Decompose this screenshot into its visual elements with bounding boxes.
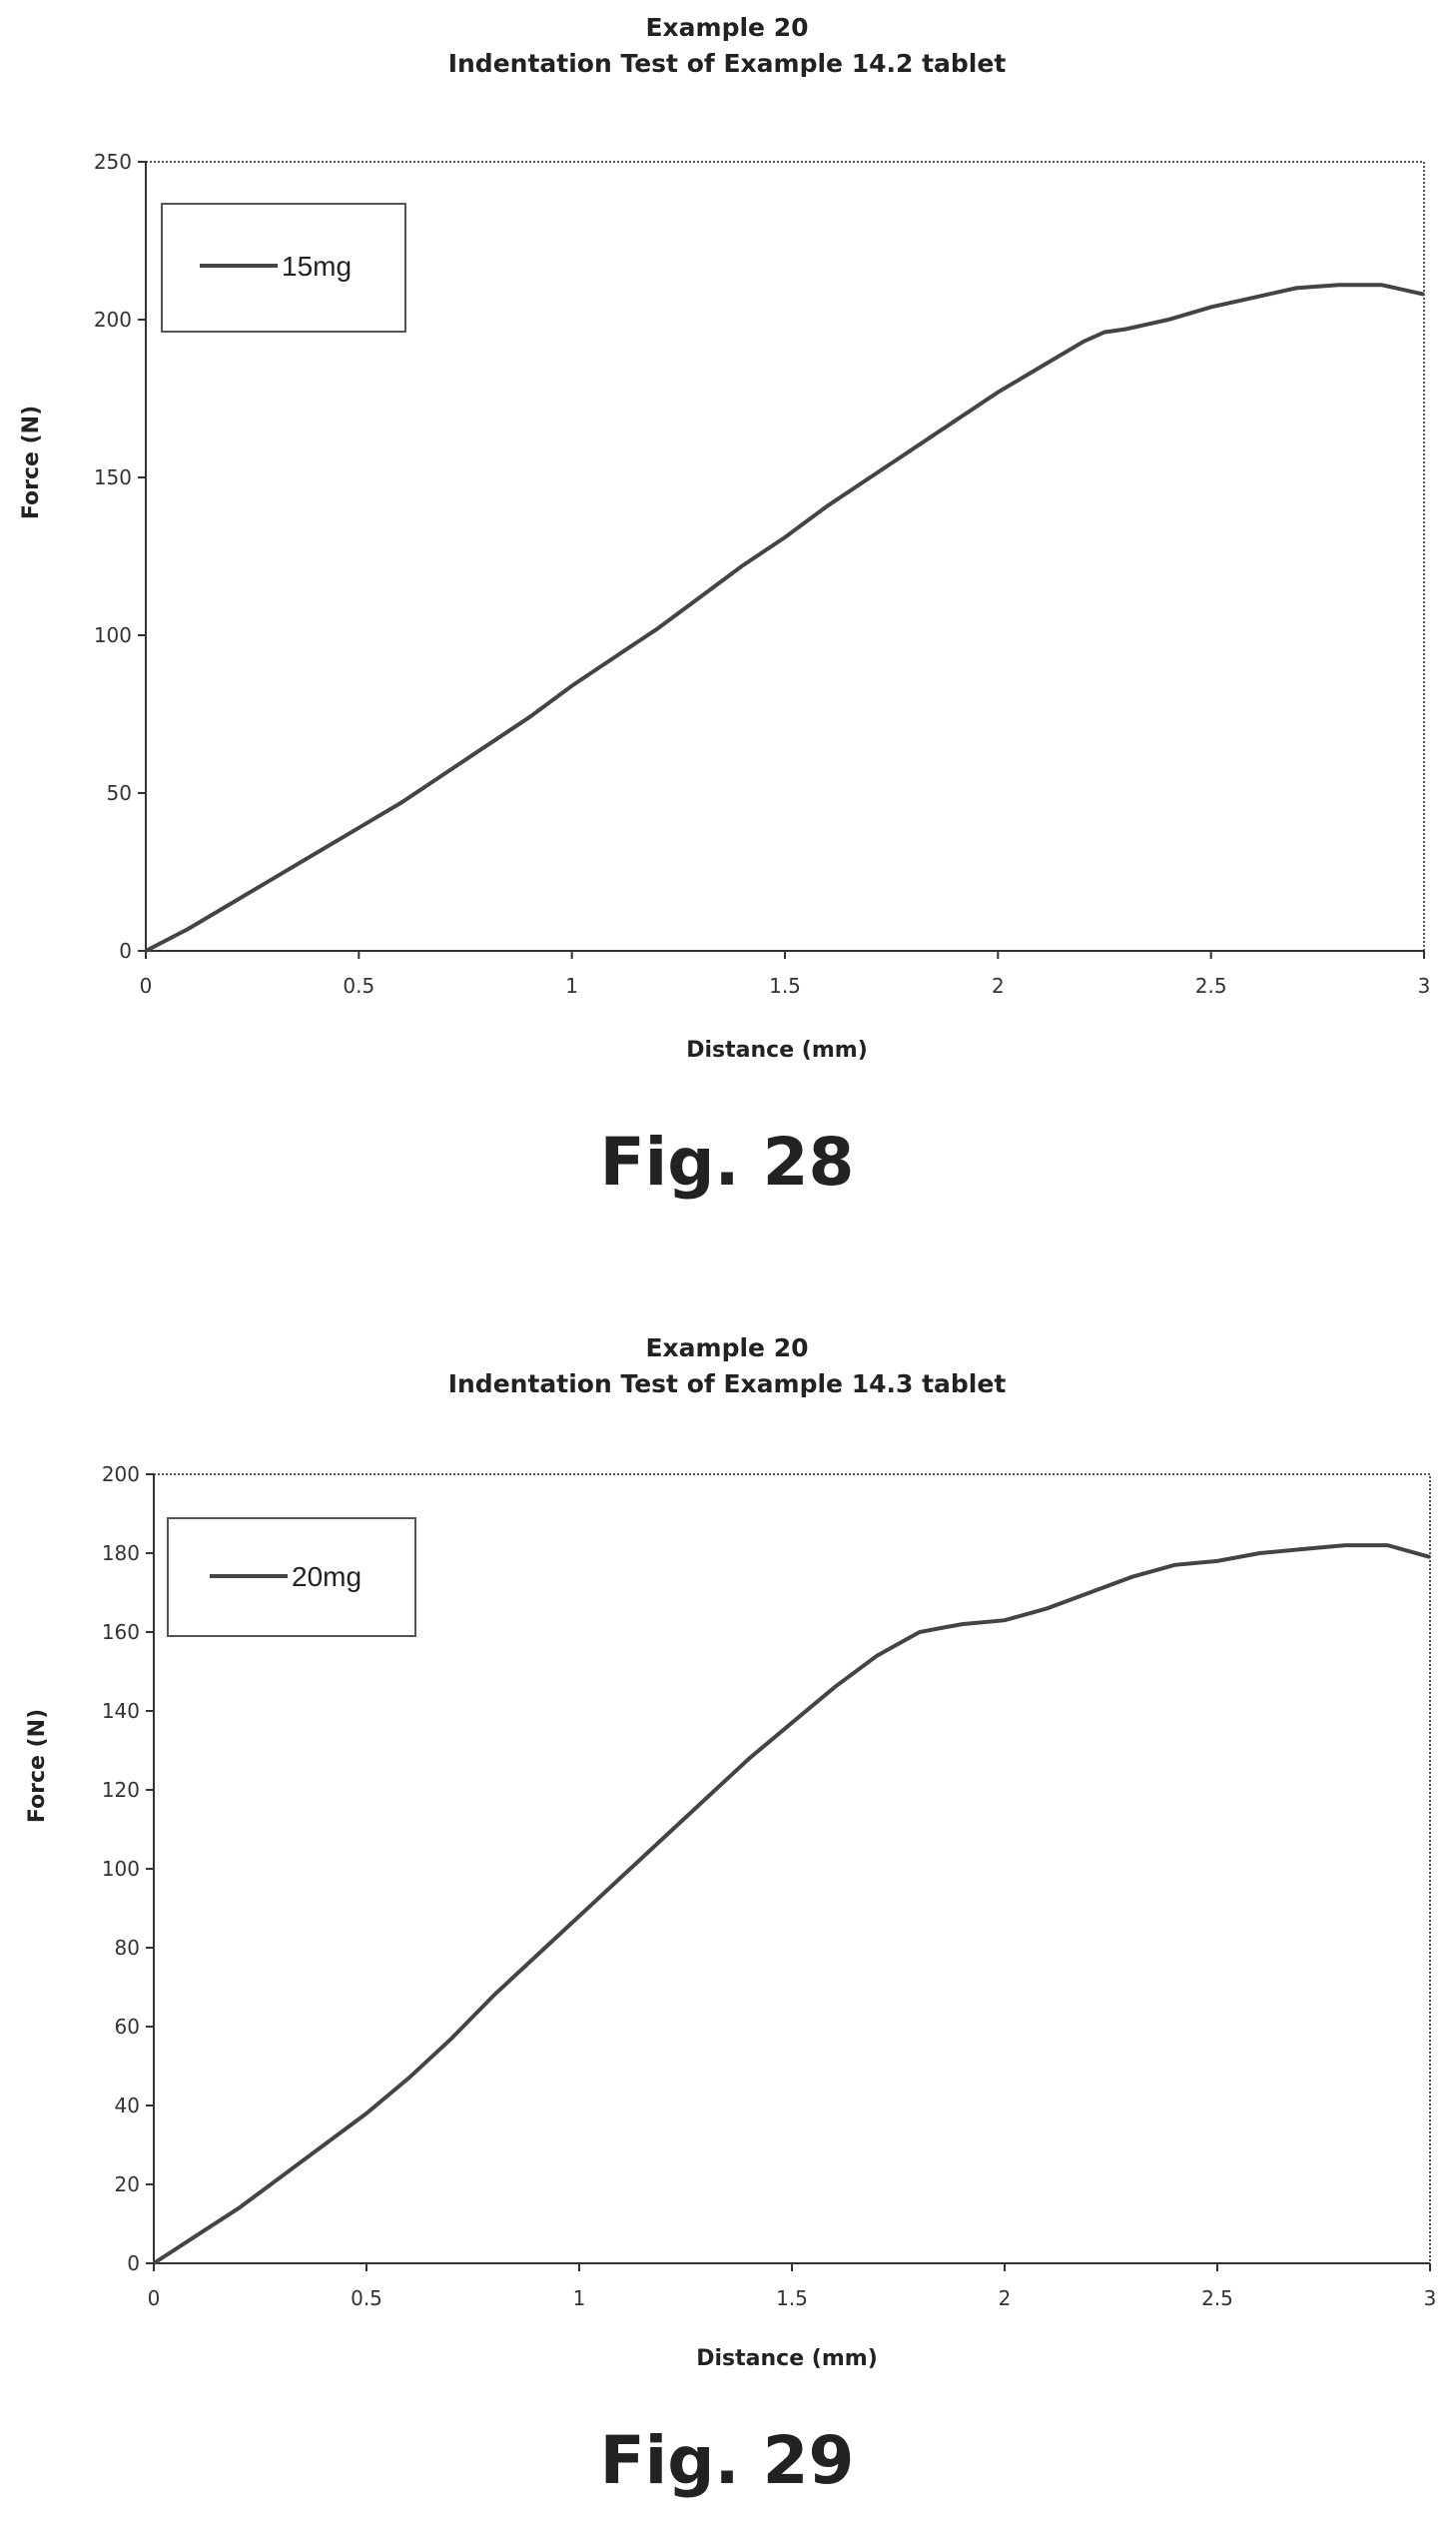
y-tick-label: 200 [102,1462,140,1486]
x-tick-label: 2.5 [1201,2286,1233,2310]
x-tick-label: 1 [565,974,578,998]
x-tick-label: 0 [148,2286,161,2310]
series-line-20mg [152,1543,1431,2265]
y-tick-label: 160 [102,1620,140,1644]
figure-label: Fig. 29 [600,2422,855,2499]
y-tick-label: 120 [102,1778,140,1802]
chart-title: Example 20 [645,1333,808,1362]
chart-subtitle: Indentation Test of Example 14.3 tablet [448,1369,1007,1398]
y-tick-label: 200 [94,308,132,332]
legend: 20mg [167,1517,416,1637]
chart-fig-28: Example 20 Indentation Test of Example 1… [19,13,1430,1201]
y-tick-label: 100 [94,623,132,647]
figure-label: Fig. 28 [600,1124,855,1201]
chart-subtitle: Indentation Test of Example 14.2 tablet [448,49,1007,78]
chart-fig-29: Example 20 Indentation Test of Example 1… [25,1333,1436,2499]
x-tick-label: 1.5 [776,2286,808,2310]
x-axis-label: Distance (mm) [686,1038,868,1063]
y-tick-label: 50 [107,781,132,805]
x-tick-label: 0 [140,974,153,998]
y-tick-label: 60 [115,2015,140,2039]
x-tick-label: 0.5 [351,2286,382,2310]
legend: 15mg [161,203,406,333]
y-tick-label: 80 [115,1936,140,1960]
legend-box [167,1517,416,1637]
x-tick-label: 3 [1424,2286,1437,2310]
y-axis-label: Force (N) [19,406,44,519]
chart-title: Example 20 [645,13,808,42]
x-tick-label: 1.5 [769,974,801,998]
x-tick-label: 3 [1418,974,1431,998]
x-tick-label: 2.5 [1195,974,1227,998]
y-tick-label: 250 [94,150,132,174]
x-tick-label: 2 [999,2286,1012,2310]
svg-text:Force (N): Force (N) [25,1709,50,1823]
legend-label: 20mg [292,1561,362,1592]
y-tick-label: 0 [119,939,132,963]
y-tick-label: 0 [127,2251,140,2275]
x-tick-label: 2 [992,974,1005,998]
x-tick-label: 0.5 [343,974,374,998]
y-tick-label: 140 [102,1699,140,1723]
x-tick-label: 1 [573,2286,586,2310]
svg-text:Force (N): Force (N) [19,406,44,519]
series-line-15mg [145,283,1425,953]
x-axis-label: Distance (mm) [696,2346,878,2371]
y-tick-label: 100 [102,1857,140,1881]
y-tick-label: 40 [115,2094,140,2117]
y-axis-label: Force (N) [25,1709,50,1823]
legend-label: 15mg [282,251,352,282]
y-tick-label: 150 [94,465,132,489]
y-tick-label: 180 [102,1541,140,1565]
y-tick-label: 20 [115,2172,140,2196]
